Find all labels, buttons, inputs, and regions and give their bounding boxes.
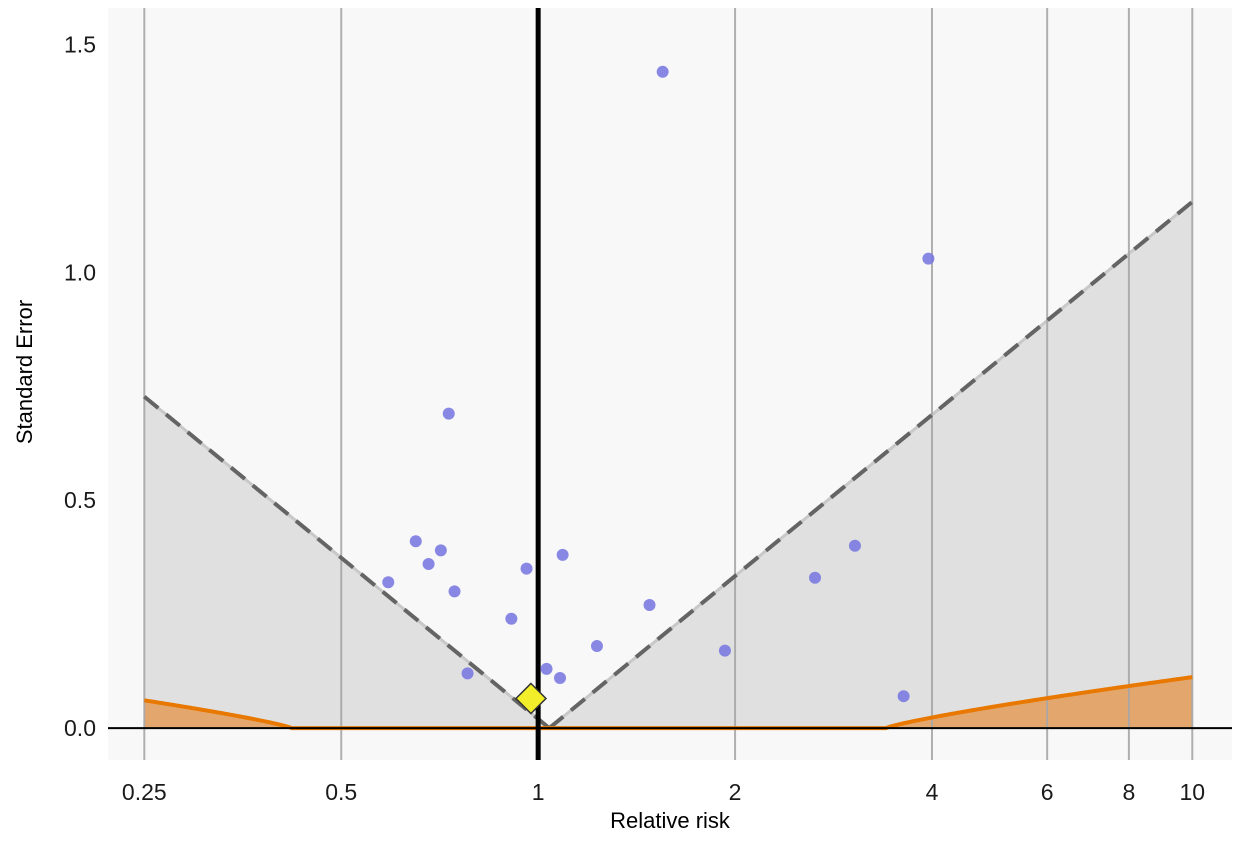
reference-lines — [108, 8, 1232, 760]
study-point — [809, 571, 822, 584]
x-tick-label: 4 — [926, 779, 939, 805]
funnel-boundary-lines — [143, 200, 1194, 730]
y-tick-label: 0.0 — [64, 715, 96, 741]
x-tick-label: 6 — [1041, 779, 1054, 805]
y-tick-labels: 0.0 0.5 1.0 1.5 — [64, 31, 96, 741]
pooled-estimate-marker — [514, 682, 548, 715]
funnel-boundary-left — [143, 395, 551, 730]
study-point — [643, 599, 656, 612]
study-point — [422, 558, 435, 571]
x-tick-labels: 0.25 0.5 1 2 4 6 8 10 — [122, 779, 1205, 805]
study-point — [409, 535, 422, 548]
y-tick-label: 1.0 — [64, 259, 96, 285]
x-tick-label: 0.25 — [122, 779, 167, 805]
x-tick-label: 8 — [1123, 779, 1136, 805]
study-point — [382, 576, 395, 589]
x-tick-label: 0.5 — [325, 779, 357, 805]
study-point — [848, 539, 861, 552]
funnel-area — [144, 201, 1193, 729]
study-point — [434, 544, 447, 557]
x-tick-label: 10 — [1179, 779, 1205, 805]
y-tick-label: 1.5 — [64, 31, 96, 57]
x-tick-label: 1 — [532, 779, 545, 805]
x-tick-label: 2 — [729, 779, 742, 805]
y-axis-title: Standard Error — [12, 300, 37, 444]
study-point — [590, 640, 603, 653]
study-point — [656, 65, 669, 78]
study-point — [540, 662, 553, 675]
study-point — [556, 548, 569, 561]
pooled-estimate — [514, 682, 548, 715]
study-point — [922, 252, 935, 265]
study-point — [897, 690, 910, 703]
study-points — [382, 65, 935, 703]
study-point — [554, 671, 567, 684]
study-point — [448, 585, 461, 598]
y-tick-label: 0.5 — [64, 487, 96, 513]
x-axis-title: Relative risk — [610, 808, 731, 833]
study-point — [718, 644, 731, 657]
study-point — [461, 667, 474, 680]
study-point — [520, 562, 533, 575]
study-point — [505, 612, 518, 625]
study-point — [442, 407, 455, 420]
